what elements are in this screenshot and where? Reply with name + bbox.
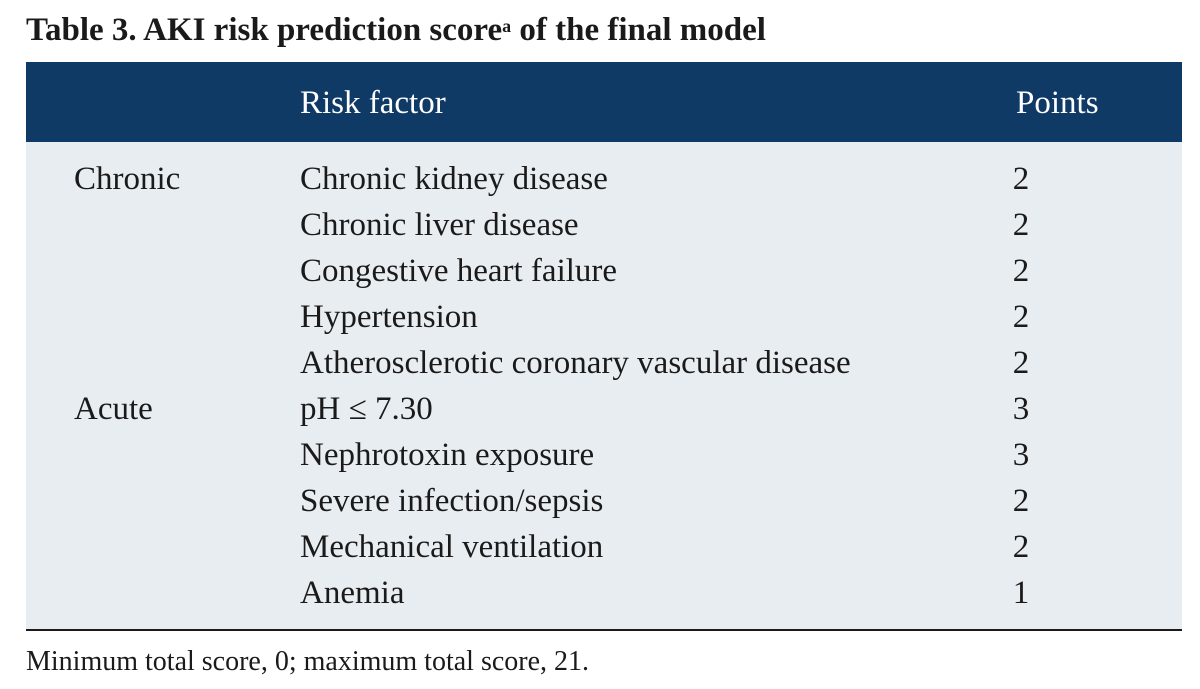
risk-score-table: Risk factor Points Chronic Chronic kidne… bbox=[26, 62, 1182, 631]
row-risk-factor: Mechanical ventilation bbox=[300, 529, 604, 565]
row-points: 2 bbox=[1012, 345, 1030, 381]
caption-superscript: a bbox=[502, 16, 512, 36]
table-row: Severe infection/sepsis 2 bbox=[26, 478, 1182, 524]
table-row: Chronic liver disease 2 bbox=[26, 202, 1182, 248]
row-points: 2 bbox=[1012, 483, 1030, 519]
table-row: Acute pH ≤ 7.30 3 bbox=[26, 386, 1182, 432]
row-risk-factor: Chronic liver disease bbox=[300, 207, 579, 243]
caption-title: AKI risk prediction score bbox=[143, 12, 503, 48]
row-risk-factor: Anemia bbox=[300, 575, 405, 611]
table-footnote: Minimum total score, 0; maximum total sc… bbox=[26, 646, 590, 677]
table-row: Hypertension 2 bbox=[26, 294, 1182, 340]
row-category: Acute bbox=[74, 391, 153, 427]
table-caption: Table 3. AKI risk prediction scorea of t… bbox=[26, 10, 766, 50]
table-row: Congestive heart failure 2 bbox=[26, 248, 1182, 294]
table-row: Chronic Chronic kidney disease 2 bbox=[26, 156, 1182, 202]
row-points: 3 bbox=[1012, 437, 1030, 473]
row-risk-factor: Hypertension bbox=[300, 299, 478, 335]
row-risk-factor: Chronic kidney disease bbox=[300, 161, 608, 197]
row-points: 1 bbox=[1012, 575, 1030, 611]
row-risk-factor: Congestive heart failure bbox=[300, 253, 618, 289]
row-points: 2 bbox=[1012, 161, 1030, 197]
row-risk-factor: Severe infection/sepsis bbox=[300, 483, 604, 519]
row-risk-factor: pH ≤ 7.30 bbox=[300, 391, 433, 427]
row-points: 2 bbox=[1012, 529, 1030, 565]
table-row: Atherosclerotic coronary vascular diseas… bbox=[26, 340, 1182, 386]
row-points: 2 bbox=[1012, 299, 1030, 335]
row-risk-factor: Atherosclerotic coronary vascular diseas… bbox=[300, 345, 851, 381]
table-row: Nephrotoxin exposure 3 bbox=[26, 432, 1182, 478]
header-points: Points bbox=[1016, 85, 1099, 121]
caption-label: Table 3. bbox=[26, 12, 137, 48]
row-points: 2 bbox=[1012, 253, 1030, 289]
table-bottom-rule bbox=[26, 629, 1182, 631]
row-risk-factor: Nephrotoxin exposure bbox=[300, 437, 595, 473]
table-row: Mechanical ventilation 2 bbox=[26, 524, 1182, 570]
row-points: 2 bbox=[1012, 207, 1030, 243]
row-category: Chronic bbox=[74, 161, 181, 197]
caption-title-suffix: of the final model bbox=[519, 12, 766, 48]
table-row: Anemia 1 bbox=[26, 570, 1182, 616]
table-header: Risk factor Points bbox=[26, 62, 1182, 142]
header-risk-factor: Risk factor bbox=[300, 85, 446, 121]
row-points: 3 bbox=[1012, 391, 1030, 427]
